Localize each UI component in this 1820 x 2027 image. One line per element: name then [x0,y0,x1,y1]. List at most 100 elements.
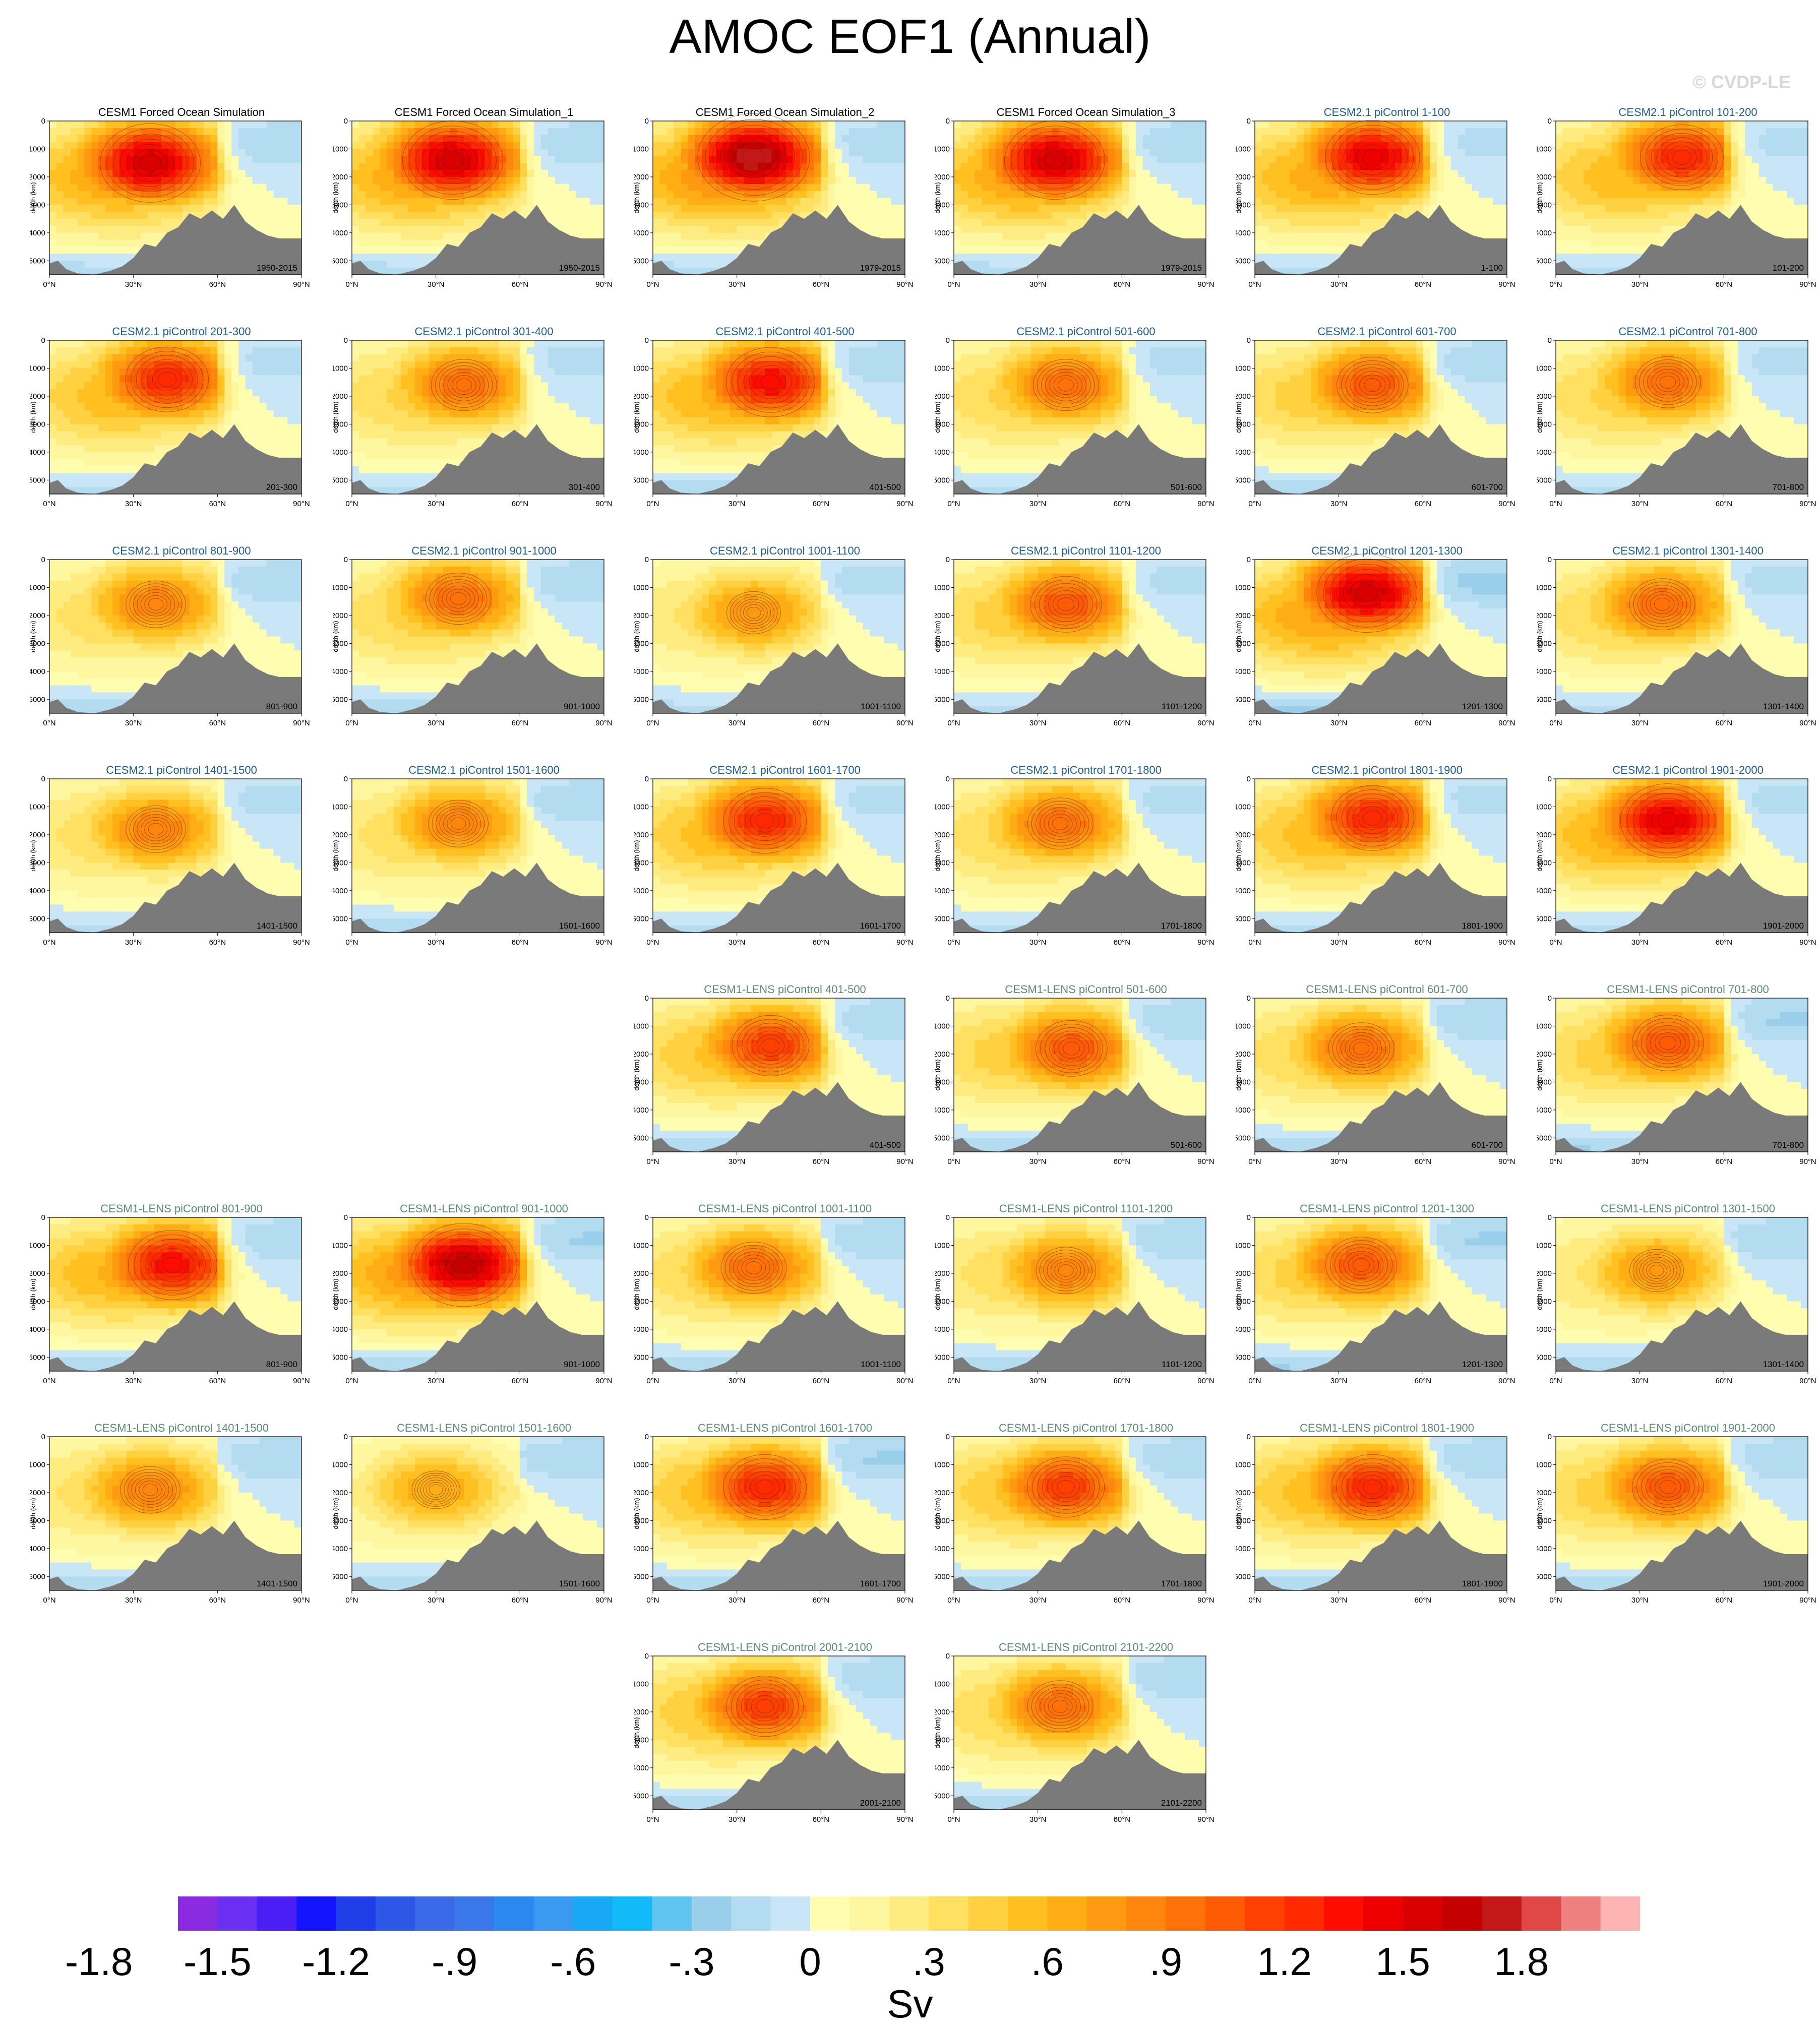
field-cell [659,219,668,226]
field-cell [1416,176,1423,185]
field-cell [709,170,716,177]
field-cell [835,142,842,150]
field-cell [1115,191,1122,199]
field-cell [1101,156,1109,163]
field-cell [1374,156,1381,163]
field-cell [1647,176,1655,185]
field-cell [84,135,92,143]
field-cell [1052,183,1059,192]
field-cell [1576,156,1585,163]
field-cell [1122,142,1129,150]
field-cell [415,135,422,143]
field-cell [492,205,500,212]
field-cell [1374,121,1381,129]
field-cell [576,170,583,177]
field-cell [56,142,64,150]
field-cell [1122,128,1129,136]
field-cell [960,176,968,185]
field-cell [1500,142,1507,150]
field-cell [1276,170,1284,177]
field-cell [835,176,842,185]
field-cell [709,254,716,261]
field-cell [91,128,99,136]
field-cell [70,156,78,163]
field-cell [210,128,218,136]
field-cell [1437,176,1444,185]
field-cell [231,198,239,205]
field-cell [1010,149,1017,156]
field-cell [555,212,563,219]
contour-line [1331,125,1414,190]
field-cell [569,142,577,150]
field-cell [989,142,996,150]
field-cell [1178,142,1185,150]
field-cell [541,163,549,170]
field-cell [408,163,415,170]
contour-line [1672,150,1691,165]
field-cell [1717,121,1724,129]
field-cell [527,121,534,129]
field-cell [1738,183,1745,192]
field-cell [793,191,801,199]
field-cell [1598,198,1605,205]
field-cell [590,226,597,233]
field-cell [1562,247,1570,254]
field-cell [401,198,408,205]
field-cell [996,268,1003,275]
field-cell [709,219,716,226]
field-cell [1297,135,1304,143]
field-cell [1185,226,1192,233]
field-cell [98,198,106,205]
field-cell [1010,135,1017,143]
field-cell [1353,170,1360,177]
field-cell [1157,163,1165,170]
field-cell [1562,170,1570,177]
field-cell [1479,135,1486,143]
field-cell [1122,198,1129,205]
field-cell [471,135,478,143]
y-tick-label: 2000 [1236,173,1251,181]
field-cell [1283,191,1291,199]
field-cell [590,191,597,199]
field-cell [884,163,891,170]
field-cell [105,191,113,199]
field-cell [1710,205,1718,212]
field-cell [1773,135,1781,143]
field-cell [1360,156,1367,163]
field-cell [245,191,253,199]
field-cell [1458,198,1466,205]
field-cell [1605,149,1612,156]
y-tick-label: 2000 [935,173,950,181]
field-cell [1255,232,1262,240]
field-cell [716,198,723,205]
field-cell [1751,205,1760,212]
field-cell [967,212,976,219]
contour-line [1662,141,1702,173]
field-cell [1430,149,1437,156]
contour-line [1656,137,1708,177]
field-cell [1290,128,1297,136]
field-cell [1129,121,1136,129]
field-cell [140,198,148,205]
field-cell [1801,170,1808,177]
field-cell [513,205,520,212]
field-cell [695,268,702,275]
field-cell [280,135,288,143]
field-cell [294,176,302,185]
field-cell [49,156,57,163]
field-cell [112,261,120,268]
field-cell [1129,170,1136,177]
field-cell [273,121,281,129]
field-cell [960,191,968,199]
field-cell [954,135,961,143]
field-cell [898,212,905,219]
field-cell [765,149,772,156]
field-cell [982,149,990,156]
field-cell [133,176,141,185]
field-cell [443,156,451,163]
field-cell [217,191,225,199]
field-cell [716,247,723,254]
field-cell [1311,176,1318,185]
field-cell [1493,142,1500,150]
field-cell [112,191,120,199]
